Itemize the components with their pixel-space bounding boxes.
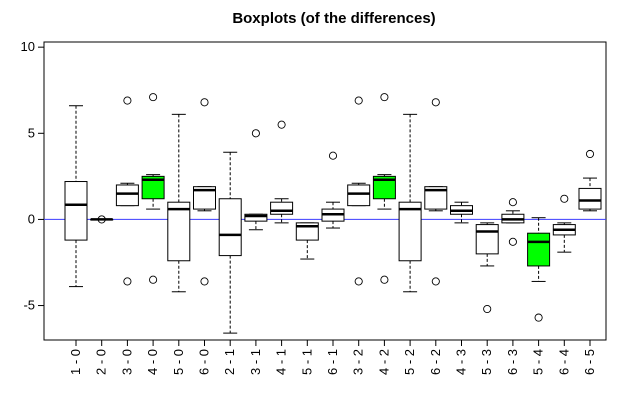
x-tick-label: 4 - 3 bbox=[454, 349, 469, 375]
x-tick-label: 2 - 1 bbox=[222, 349, 237, 375]
box-group: 3 - 0 bbox=[115, 96, 139, 375]
box-group: 2 - 0 bbox=[90, 215, 114, 375]
box bbox=[244, 213, 268, 222]
x-tick-label: 5 - 3 bbox=[479, 349, 494, 375]
box bbox=[372, 175, 396, 200]
outlier-point bbox=[380, 93, 389, 102]
outlier-point bbox=[123, 277, 132, 286]
x-tick-label: 5 - 1 bbox=[299, 349, 314, 375]
x-tick-label: 3 - 1 bbox=[248, 349, 263, 375]
plot-area: -5 0 5 10 1 - 0 2 - 0 3 - 0 4 - 0 5 - 0 6 - 0 2 - … bbox=[21, 39, 607, 375]
box-group: 4 - 2 bbox=[372, 93, 396, 375]
outlier-point bbox=[585, 149, 595, 159]
outlier-point bbox=[431, 277, 440, 286]
box-group: 5 - 1 bbox=[295, 222, 319, 375]
x-tick-label: 4 - 0 bbox=[145, 349, 160, 375]
x-tick-label: 3 - 0 bbox=[119, 349, 134, 375]
outlier-point bbox=[560, 194, 569, 203]
box-group: 1 - 0 bbox=[64, 105, 88, 375]
outlier-point bbox=[380, 275, 389, 284]
x-tick-label: 6 - 5 bbox=[582, 349, 597, 375]
box-group: 6 - 3 bbox=[501, 198, 525, 375]
box bbox=[578, 187, 602, 210]
box-group: 4 - 0 bbox=[141, 93, 165, 375]
outlier-point bbox=[354, 277, 363, 286]
box-group: 5 - 4 bbox=[527, 217, 551, 375]
x-tick-label: 6 - 1 bbox=[325, 349, 340, 375]
x-tick-label: 5 - 4 bbox=[531, 349, 546, 375]
outlier-point bbox=[97, 215, 106, 224]
x-tick-label: 1 - 0 bbox=[68, 349, 83, 375]
box-group: 6 - 5 bbox=[578, 149, 602, 375]
y-tick-label: 0 bbox=[28, 211, 35, 226]
outlier-point bbox=[251, 129, 260, 138]
box-group: 4 - 3 bbox=[450, 201, 473, 375]
box bbox=[64, 181, 88, 241]
outlier-point bbox=[508, 198, 517, 207]
box bbox=[115, 184, 139, 207]
x-tick-label: 6 - 2 bbox=[428, 349, 443, 375]
box-group: 4 - 1 bbox=[270, 120, 294, 375]
box-group: 6 - 1 bbox=[321, 151, 345, 375]
x-tick-label: 3 - 2 bbox=[351, 349, 366, 375]
outlier-point bbox=[200, 98, 209, 107]
x-tick-label: 4 - 1 bbox=[274, 349, 289, 375]
x-tick-label: 6 - 0 bbox=[197, 349, 212, 375]
box bbox=[475, 224, 499, 255]
x-tick-label: 6 - 4 bbox=[556, 349, 571, 375]
box-group: 3 - 1 bbox=[244, 129, 268, 375]
y-tick-label: -5 bbox=[23, 298, 35, 313]
box-group: 6 - 2 bbox=[424, 98, 448, 375]
box bbox=[218, 198, 242, 257]
outlier-point bbox=[328, 151, 338, 160]
box-group: 2 - 1 bbox=[218, 151, 242, 375]
box bbox=[270, 201, 294, 215]
outlier-point bbox=[277, 120, 286, 129]
box-group: 5 - 3 bbox=[475, 222, 499, 375]
outlier-point bbox=[149, 275, 158, 284]
x-tick-label: 2 - 0 bbox=[94, 349, 109, 375]
box-group: 6 - 0 bbox=[193, 98, 216, 375]
box bbox=[424, 186, 448, 210]
plot-frame bbox=[43, 41, 607, 341]
box bbox=[347, 184, 371, 207]
box bbox=[527, 232, 551, 267]
x-tick-label: 4 - 2 bbox=[376, 349, 391, 375]
outlier-point bbox=[483, 304, 492, 314]
box bbox=[193, 186, 216, 210]
x-tick-label: 6 - 3 bbox=[505, 349, 520, 375]
outlier-point bbox=[354, 96, 363, 105]
outlier-point bbox=[149, 93, 158, 102]
box-group: 5 - 0 bbox=[167, 113, 191, 375]
outlier-point bbox=[431, 98, 440, 107]
box bbox=[167, 201, 191, 262]
x-tick-label: 5 - 2 bbox=[402, 349, 417, 375]
box bbox=[398, 201, 422, 262]
box bbox=[141, 175, 165, 200]
y-tick-label: 10 bbox=[21, 39, 35, 54]
outlier-point bbox=[200, 277, 209, 286]
outlier-point bbox=[534, 313, 543, 322]
chart-title: Boxplots (of the differences) bbox=[232, 10, 435, 27]
box-group: 5 - 2 bbox=[398, 113, 422, 375]
outlier-point bbox=[123, 96, 132, 105]
box-group: 6 - 4 bbox=[552, 194, 576, 375]
outlier-point bbox=[508, 237, 517, 246]
box-group: 3 - 2 bbox=[347, 96, 371, 375]
y-tick-label: 5 bbox=[28, 125, 35, 140]
x-tick-label: 5 - 0 bbox=[171, 349, 186, 375]
